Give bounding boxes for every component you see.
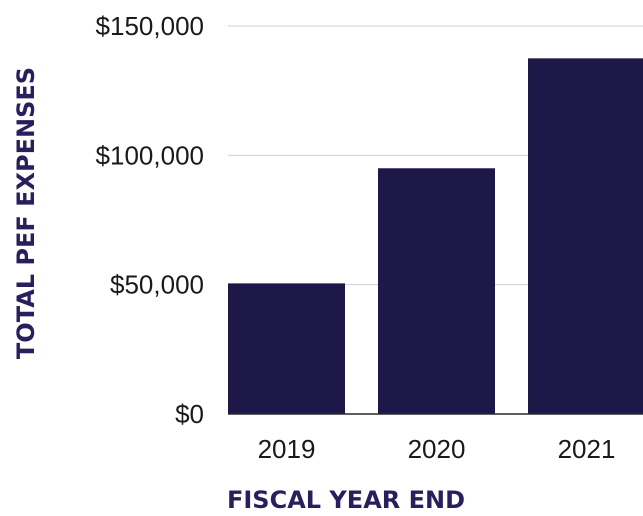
x-tick-label: 2019 (258, 434, 316, 464)
x-tick-labels: 2019 2020 2021 (258, 434, 616, 464)
y-tick-label: $150,000 (96, 11, 204, 41)
bars (228, 58, 643, 414)
y-tick-label: $0 (175, 399, 204, 429)
x-axis-title: FISCAL YEAR END (227, 486, 465, 514)
bar-2020 (378, 168, 495, 414)
y-tick-labels: $0 $50,000 $100,000 $150,000 (96, 11, 204, 429)
y-axis-title: TOTAL PEF EXPENSES (12, 67, 40, 359)
x-tick-label: 2020 (408, 434, 466, 464)
bar-2021 (528, 58, 643, 414)
y-tick-label: $100,000 (96, 140, 204, 170)
x-tick-label: 2021 (558, 434, 616, 464)
bar-2019 (228, 283, 345, 414)
y-tick-label: $50,000 (110, 270, 204, 300)
